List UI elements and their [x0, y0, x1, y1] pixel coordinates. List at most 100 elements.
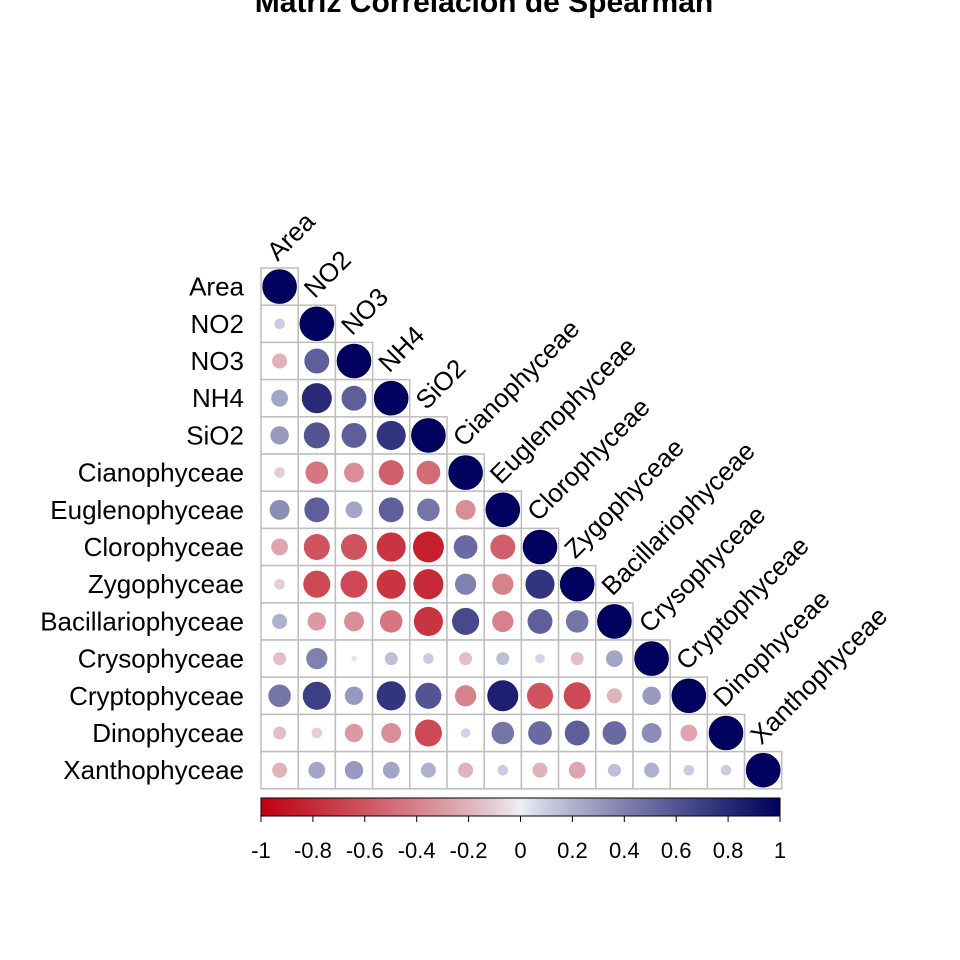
corr-circle-NO3-Area: [272, 353, 288, 369]
corr-circle-Cryptophyceae-NH4: [376, 681, 406, 711]
corr-circle-Dinophyceae-Clorophyceae: [528, 721, 552, 745]
corr-circle-Clorophyceae-Clorophyceae: [522, 529, 558, 565]
row-label-Euglenophyceae: Euglenophyceae: [50, 495, 244, 525]
corr-circle-Dinophyceae-SiO2: [414, 719, 442, 747]
colorbar-tick-label: -0.2: [450, 838, 488, 863]
row-label-Zygophyceae: Zygophyceae: [88, 569, 244, 599]
corr-circle-Dinophyceae-NH4: [381, 723, 402, 743]
corr-circle-NO2-Area: [274, 318, 285, 330]
corr-circle-Cryptophyceae-SiO2: [415, 682, 442, 709]
corr-circle-Xanthophyceae-SiO2: [420, 762, 436, 778]
corr-circle-Euglenophyceae-NH4: [378, 497, 404, 523]
colorbar-tick-label: 0.4: [609, 838, 640, 863]
row-label-Dinophyceae: Dinophyceae: [92, 718, 244, 748]
corr-circle-Clorophyceae-Cianophyceae: [453, 535, 478, 559]
col-label-Area: Area: [261, 206, 321, 266]
corr-circle-Dinophyceae-Dinophyceae: [708, 715, 744, 751]
row-labels: Area NO2 NO3 NH4 SiO2 Cianophyceae Euglenophyc…: [40, 272, 244, 786]
corr-circle-Dinophyceae-Crysophyceae: [641, 723, 662, 743]
corr-circle-Clorophyceae-SiO2: [412, 531, 444, 563]
corr-circle-Euglenophyceae-NO2: [304, 497, 330, 523]
corr-circle-Zygophyceae-NO3: [340, 570, 368, 598]
corr-circle-Cianophyceae-Area: [274, 467, 285, 478]
corr-circle-Zygophyceae-Euglenophyceae: [492, 573, 514, 595]
corr-circle-Xanthophyceae-Euglenophyceae: [497, 764, 509, 776]
corr-circle-Crysophyceae-Cianophyceae: [459, 652, 473, 666]
corr-circle-Cianophyceae-NH4: [378, 460, 404, 486]
corr-circle-Zygophyceae-SiO2: [413, 569, 444, 600]
corr-circle-NO2-NO2: [299, 306, 335, 342]
corr-circle-Xanthophyceae-NH4: [382, 761, 400, 779]
corr-circle-Cryptophyceae-NO3: [344, 686, 364, 706]
row-label-SiO2: SiO2: [186, 420, 244, 450]
corr-circle-Cryptophyceae-NO2: [302, 681, 331, 710]
corr-circle-Cianophyceae-SiO2: [416, 460, 441, 485]
corr-circle-Crysophyceae-Zygophyceae: [570, 652, 584, 666]
correlation-circles: [262, 269, 781, 788]
corr-circle-NH4-Area: [271, 389, 288, 407]
corr-circle-Xanthophyceae-Dinophyceae: [720, 764, 732, 776]
corr-circle-Cryptophyceae-Cianophyceae: [454, 685, 477, 707]
corr-circle-Xanthophyceae-Zygophyceae: [568, 761, 586, 779]
colorbar-tick-label: 0: [514, 838, 526, 863]
corr-circle-Dinophyceae-Euglenophyceae: [491, 721, 515, 745]
corr-circle-Clorophyceae-Area: [271, 538, 288, 556]
colorbar-tick-label: -0.4: [398, 838, 436, 863]
corr-circle-Bacillariophyceae-Clorophyceae: [527, 608, 553, 634]
corr-circle-Bacillariophyceae-SiO2: [413, 606, 443, 636]
corr-circle-Dinophyceae-NO3: [344, 723, 364, 743]
corr-circle-Xanthophyceae-Area: [272, 762, 288, 778]
correlation-grid: [260, 267, 783, 790]
corr-circle-Clorophyceae-Euglenophyceae: [490, 534, 516, 560]
corr-circle-Cianophyceae-NO2: [305, 461, 329, 484]
corr-circle-Cianophyceae-Cianophyceae: [448, 455, 483, 490]
corr-circle-NH4-NO2: [301, 383, 332, 414]
corr-circle-SiO2-NO3: [341, 422, 367, 448]
corr-circle-Bacillariophyceae-NH4: [379, 610, 403, 633]
corr-circle-NH4-NH4: [373, 380, 409, 416]
corr-circle-Bacillariophyceae-Area: [272, 613, 288, 629]
corr-circle-Cryptophyceae-Euglenophyceae: [487, 680, 519, 712]
corr-circle-Clorophyceae-NO3: [340, 533, 368, 561]
corr-circle-SiO2-Area: [270, 426, 289, 445]
corr-circle-SiO2-SiO2: [411, 418, 446, 453]
corr-circle-Crysophyceae-NO2: [306, 647, 328, 670]
corr-circle-Bacillariophyceae-NO2: [307, 612, 327, 631]
colorbar: -1 -0.8 -0.6 -0.4 -0.2 0 0.2 0.4 0.6 0.8 1: [251, 797, 786, 863]
chart-title: Matriz Correlación de Spearman: [255, 0, 713, 19]
corr-circle-Xanthophyceae-Xanthophyceae: [745, 752, 781, 788]
corr-circle-Cryptophyceae-Clorophyceae: [526, 682, 554, 709]
corr-circle-NH4-NO3: [341, 385, 367, 411]
corr-circle-Euglenophyceae-Cianophyceae: [455, 499, 476, 520]
corr-circle-Dinophyceae-Cianophyceae: [460, 728, 471, 738]
col-label-NH4: NH4: [372, 320, 430, 378]
row-label-Cianophyceae: Cianophyceae: [78, 458, 244, 488]
corr-circle-NO3-NO2: [304, 348, 330, 374]
row-label-NH4: NH4: [192, 383, 244, 413]
cell-Cryptophyceae-Crysophyceae: [632, 676, 671, 716]
colorbar-tick-label: 0.2: [557, 838, 588, 863]
corr-circle-Crysophyceae-Crysophyceae: [634, 641, 669, 676]
corr-circle-Zygophyceae-NO2: [303, 570, 331, 598]
corr-circle-Crysophyceae-Euglenophyceae: [496, 652, 510, 666]
colorbar-tick-label: -1: [251, 838, 271, 863]
corr-circle-Xanthophyceae-Bacillariophyceae: [607, 763, 621, 777]
corr-circle-Zygophyceae-Area: [274, 578, 285, 590]
corr-circle-Cryptophyceae-Zygophyceae: [563, 682, 591, 710]
col-label-Cryptophyceae: Cryptophyceae: [670, 531, 815, 676]
corr-circle-Dinophyceae-Area: [273, 726, 287, 740]
corr-circle-Zygophyceae-Clorophyceae: [525, 569, 555, 599]
corr-circle-Dinophyceae-Zygophyceae: [564, 720, 590, 746]
corr-circle-Xanthophyceae-Clorophyceae: [532, 762, 548, 778]
corr-circle-Clorophyceae-NO2: [303, 533, 330, 561]
col-label-NO2: NO2: [298, 244, 357, 303]
corr-circle-Bacillariophyceae-Euglenophyceae: [492, 610, 514, 633]
corr-circle-Crysophyceae-SiO2: [423, 653, 434, 664]
corr-circle-Bacillariophyceae-Cianophyceae: [452, 607, 480, 635]
corr-circle-Bacillariophyceae-Bacillariophyceae: [597, 604, 632, 639]
colorbar-tick-label: 0.6: [661, 838, 692, 863]
col-label-SiO2: SiO2: [409, 353, 471, 415]
cell-Euglenophyceae-Area: [260, 490, 299, 530]
corr-circle-Xanthophyceae-NO2: [308, 761, 326, 779]
col-label-NO3: NO3: [335, 282, 394, 341]
